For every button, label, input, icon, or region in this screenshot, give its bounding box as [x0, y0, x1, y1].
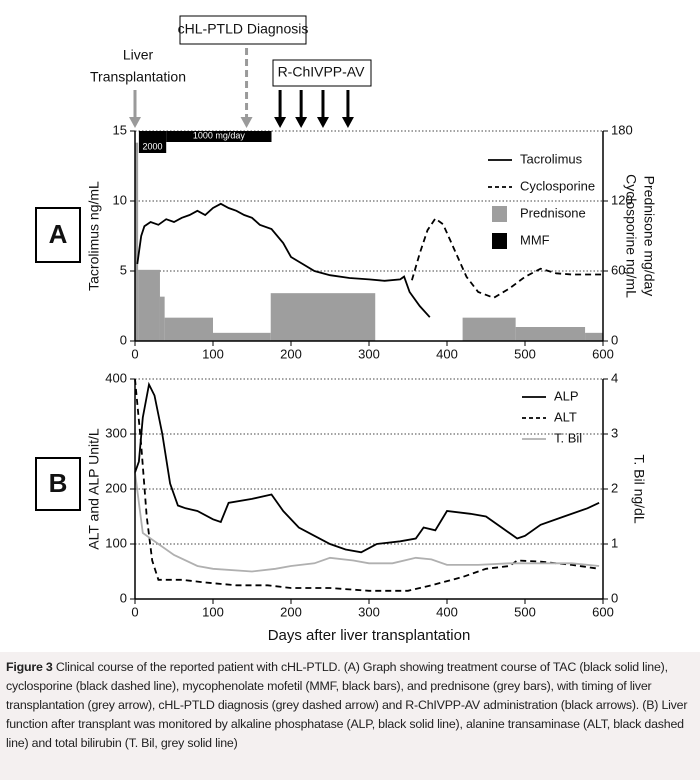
annotation-box [179, 15, 307, 45]
x-tick-label: 0 [131, 604, 138, 619]
panel-label: B [49, 468, 68, 498]
prednisone-bar [135, 142, 139, 341]
legend-label: Cyclosporine [520, 178, 595, 193]
prednisone-bar [159, 296, 165, 341]
series-line [134, 472, 600, 573]
y-tick-label: 10 [113, 192, 127, 207]
y2-tick-label: 60 [611, 262, 625, 277]
x-tick-label: 200 [280, 604, 302, 619]
y2-axis-label: T. Bil ng/dL [631, 454, 647, 523]
x-tick-label: 100 [202, 346, 224, 361]
x-tick-label: 100 [202, 604, 224, 619]
prednisone-bar [164, 317, 213, 341]
legend-label: ALT [554, 409, 577, 424]
y-tick-label: 400 [105, 370, 127, 385]
y-tick-label: 0 [120, 332, 127, 347]
prednisone-bar [462, 317, 516, 341]
mmf-label: 1000 mg/day [193, 130, 246, 140]
x-tick-label: 0 [131, 346, 138, 361]
annotation-arrow-head [295, 117, 308, 128]
annotation-arrow-head [274, 117, 287, 128]
prednisone-bar [515, 327, 586, 341]
x-axis-label: Days after liver transplantation [268, 627, 471, 644]
x-tick-label: 300 [358, 604, 380, 619]
series-line [134, 378, 600, 592]
y-tick-label: 200 [105, 480, 127, 495]
legend-label: ALP [554, 388, 579, 403]
x-tick-label: 500 [514, 604, 536, 619]
caption-label: Figure 3 [6, 660, 53, 674]
y-tick-label: 5 [120, 262, 127, 277]
y-axis-label: Tacrolimus ng/mL [86, 181, 102, 291]
x-tick-label: 600 [592, 346, 614, 361]
panel-box [35, 207, 81, 263]
prednisone-bar [138, 269, 160, 341]
x-tick-label: 300 [358, 346, 380, 361]
annotation-label: Liver [123, 47, 154, 63]
annotation-arrow-head [129, 117, 141, 128]
y2-axis-label: Prednisone mg/day [641, 176, 657, 297]
caption-text: Clinical course of the reported patient … [6, 660, 688, 750]
y-tick-label: 15 [113, 122, 127, 137]
x-tick-label: 500 [514, 346, 536, 361]
annotation-label: R-ChIVPP-AV [278, 64, 366, 80]
caption: Figure 3 Clinical course of the reported… [0, 652, 700, 780]
annotation-arrow-head [341, 117, 354, 128]
mmf-label: 2000 [143, 141, 163, 151]
series-line [411, 217, 603, 299]
y2-axis-label: Cyclosporine ng/mL [623, 174, 639, 298]
y-tick-label: 0 [120, 590, 127, 605]
y2-tick-label: 1 [611, 535, 618, 550]
annotation-arrow-head [316, 117, 329, 128]
prednisone-bar [270, 293, 376, 341]
annotation-box [272, 59, 372, 87]
series-line [136, 202, 431, 318]
panel-box [35, 457, 81, 511]
annotation-label: Transplantation [90, 69, 186, 85]
prednisone-bar [585, 332, 603, 341]
x-tick-label: 600 [592, 604, 614, 619]
legend-label: Tacrolimus [520, 151, 583, 166]
y2-tick-label: 120 [611, 192, 633, 207]
y2-tick-label: 2 [611, 480, 618, 495]
x-tick-label: 400 [436, 346, 458, 361]
annotation-label: cHL-PTLD Diagnosis [178, 21, 309, 37]
x-tick-label: 400 [436, 604, 458, 619]
y2-tick-label: 0 [611, 332, 618, 347]
y2-tick-label: 4 [611, 370, 618, 385]
annotation-arrow-head [240, 117, 253, 128]
legend-swatch [492, 233, 507, 249]
mmf-bar [166, 131, 272, 142]
y2-tick-label: 3 [611, 425, 618, 440]
y2-tick-label: 0 [611, 590, 618, 605]
y2-tick-label: 180 [611, 122, 633, 137]
panel-label: A [49, 219, 68, 249]
y-tick-label: 300 [105, 425, 127, 440]
prednisone-bar [213, 332, 271, 341]
legend-swatch [492, 206, 507, 222]
y-tick-label: 100 [105, 535, 127, 550]
legend-label: T. Bil [554, 430, 582, 445]
y-axis-label: ALT and ALP Unit/L [86, 428, 102, 550]
legend-label: Prednisone [520, 205, 586, 220]
legend-label: MMF [520, 232, 550, 247]
mmf-bar [138, 131, 167, 153]
series-line [134, 381, 600, 554]
x-tick-label: 200 [280, 346, 302, 361]
